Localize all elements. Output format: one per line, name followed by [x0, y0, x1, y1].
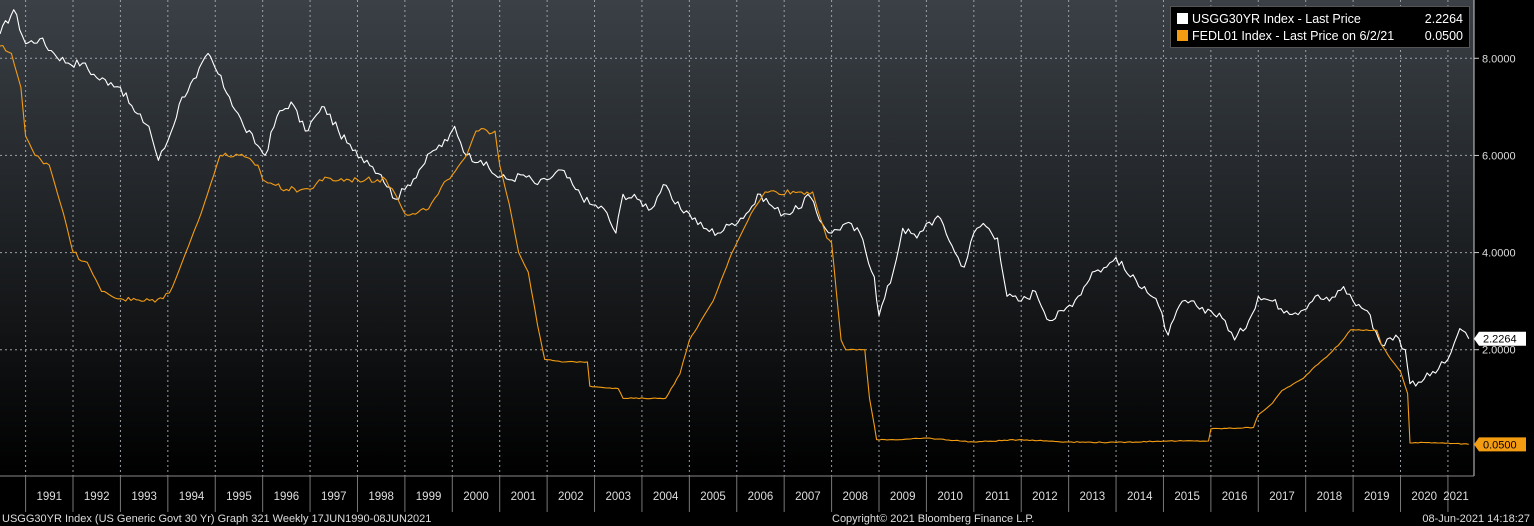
- last-value-tag-label: 0.0500: [1483, 439, 1517, 451]
- legend-value-fedl01: 0.0500: [1424, 29, 1463, 43]
- legend-swatch-fedl01: [1177, 30, 1188, 41]
- x-tick-label: 2017: [1269, 491, 1295, 503]
- legend-swatch-usgg30yr: [1177, 13, 1188, 24]
- x-tick-label: 2012: [1032, 491, 1058, 503]
- x-tick-label: 2000: [463, 491, 489, 503]
- x-tick-label: 2001: [511, 491, 537, 503]
- footer-description: USGG30YR Index (US Generic Govt 30 Yr) G…: [2, 513, 432, 525]
- x-tick-label: 2021: [1443, 491, 1469, 503]
- footer-bar: USGG30YR Index (US Generic Govt 30 Yr) G…: [0, 512, 1534, 526]
- x-tick-label: 2020: [1411, 491, 1437, 503]
- legend-label-fedl01: FEDL01 Index - Last Price on 6/2/21: [1192, 29, 1395, 43]
- x-tick-label: 1999: [416, 491, 442, 503]
- x-tick-label: 2002: [558, 491, 584, 503]
- x-tick-label: 2008: [842, 491, 868, 503]
- legend-entry-usgg30yr: USGG30YR Index - Last Price: [1177, 11, 1361, 28]
- last-value-tag-usgg30yr: 2.2264: [1474, 331, 1526, 346]
- x-tick-label: 1997: [321, 491, 347, 503]
- y-tick-label: 8.0000: [1482, 53, 1516, 65]
- grid-layer: [0, 0, 1474, 476]
- legend-value-usgg30yr: 2.2264: [1424, 12, 1463, 26]
- x-tick-label: 1998: [368, 491, 394, 503]
- last-value-tag-fedl01: 0.0500: [1474, 437, 1526, 452]
- last-value-tag-shape: [1474, 331, 1526, 346]
- x-tick-label: 1993: [131, 491, 157, 503]
- x-tick-label: 2007: [795, 491, 821, 503]
- footer-timestamp: 08-Jun-2021 14:18:27: [1422, 513, 1530, 525]
- x-tick-label: 1996: [274, 491, 300, 503]
- series-line-usgg30yr: [0, 9, 1470, 387]
- chart-legend: USGG30YR Index - Last Price 2.2264 FEDL0…: [1170, 6, 1470, 48]
- footer-copyright: Copyright© 2021 Bloomberg Finance L.P.: [832, 513, 1035, 525]
- x-tick-label: 1995: [226, 491, 252, 503]
- x-tick-label: 2006: [748, 491, 774, 503]
- y-tick-label: 6.0000: [1482, 150, 1516, 162]
- x-tick-label: 2018: [1317, 491, 1343, 503]
- x-tick-label: 2004: [653, 491, 679, 503]
- x-tick-label: 2009: [890, 491, 916, 503]
- x-tick-label: 1994: [179, 491, 205, 503]
- last-value-tag-shape: [1474, 437, 1526, 452]
- x-tick-label: 2016: [1222, 491, 1248, 503]
- x-tick-label: 2011: [985, 491, 1010, 503]
- x-tick-label: 2013: [1080, 491, 1106, 503]
- x-tick-label: 2003: [605, 491, 631, 503]
- legend-label-usgg30yr: USGG30YR Index - Last Price: [1192, 12, 1361, 26]
- last-value-tag-label: 2.2264: [1483, 334, 1517, 346]
- y-tick-label: 2.0000: [1482, 345, 1516, 357]
- legend-entry-fedl01: FEDL01 Index - Last Price on 6/2/21: [1177, 28, 1394, 45]
- x-tick-label: 2019: [1364, 491, 1390, 503]
- series-line-fedl01: [0, 44, 1469, 445]
- axis-layer: 2.0000 4.0000 6.0000 8.0000 1991 1992 1993 1994…: [0, 0, 1526, 512]
- x-tick-label: 2010: [937, 491, 963, 503]
- x-tick-label: 1991: [37, 491, 63, 503]
- x-tick-label: 1992: [84, 491, 110, 503]
- x-tick-label: 2005: [700, 491, 726, 503]
- x-tick-label: 2014: [1127, 491, 1153, 503]
- series-layer: [0, 9, 1470, 445]
- chart-svg: 2.0000 4.0000 6.0000 8.0000 1991 1992 1993 1994…: [0, 0, 1526, 512]
- x-tick-label: 2015: [1174, 491, 1200, 503]
- y-tick-label: 4.0000: [1482, 248, 1516, 260]
